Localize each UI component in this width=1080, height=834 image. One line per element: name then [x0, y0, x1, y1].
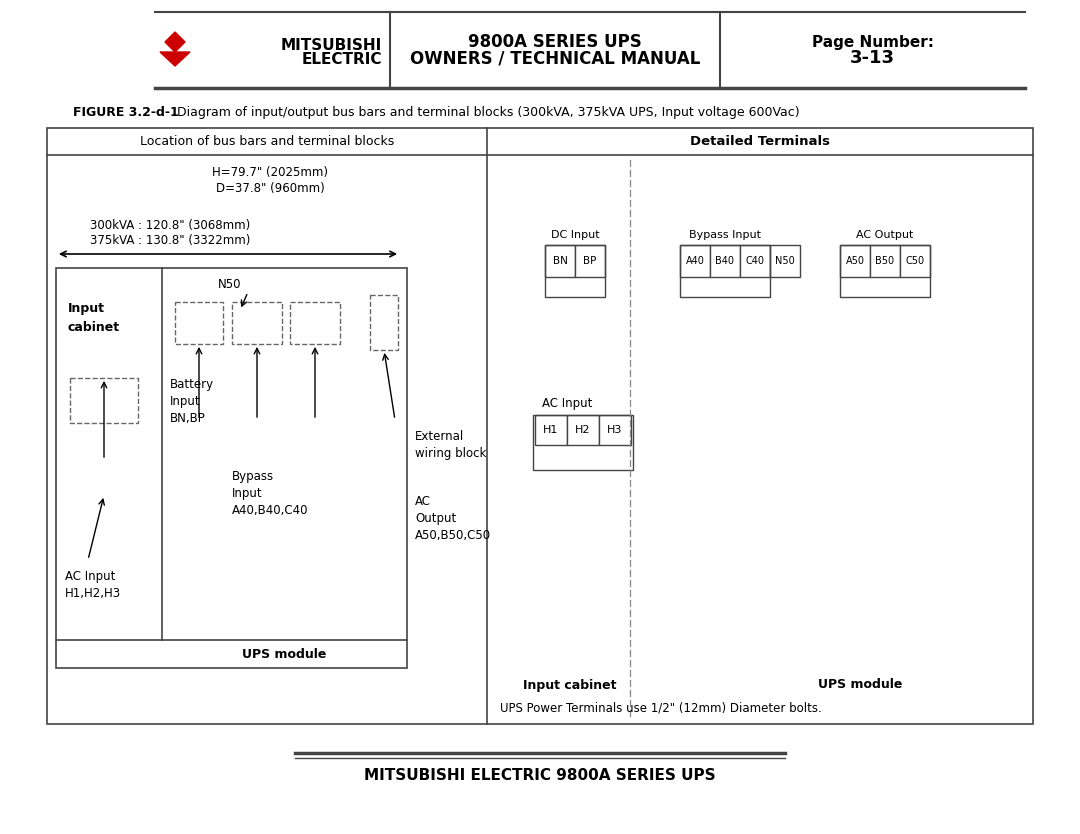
Bar: [599, 415, 631, 445]
Bar: [370, 295, 399, 350]
Text: A40: A40: [686, 256, 704, 266]
Text: FIGURE 3.2-d-1: FIGURE 3.2-d-1: [73, 105, 179, 118]
Text: Bypass Input: Bypass Input: [689, 230, 761, 240]
Text: UPS module: UPS module: [242, 647, 326, 661]
Text: H=79.7" (2025mm): H=79.7" (2025mm): [212, 165, 328, 178]
Text: Detailed Terminals: Detailed Terminals: [690, 135, 831, 148]
Text: Input
cabinet: Input cabinet: [68, 302, 120, 334]
Bar: [710, 245, 740, 277]
Text: MITSUBISHI ELECTRIC 9800A SERIES UPS: MITSUBISHI ELECTRIC 9800A SERIES UPS: [364, 767, 716, 782]
Bar: [48, 128, 1032, 724]
Text: B40: B40: [715, 256, 734, 266]
Bar: [535, 415, 567, 445]
Text: AC Input: AC Input: [542, 397, 592, 410]
Bar: [840, 245, 870, 277]
Text: D=37.8" (960mm): D=37.8" (960mm): [216, 182, 324, 194]
Bar: [740, 245, 770, 277]
Text: External
wiring block: External wiring block: [415, 430, 486, 460]
Text: H1: H1: [543, 425, 558, 435]
Text: B50: B50: [876, 256, 894, 266]
Text: 3-13: 3-13: [850, 49, 895, 67]
Text: C50: C50: [905, 256, 924, 266]
Bar: [56, 268, 407, 668]
Bar: [545, 245, 605, 297]
Text: OWNERS / TECHNICAL MANUAL: OWNERS / TECHNICAL MANUAL: [409, 49, 700, 67]
Bar: [70, 378, 138, 423]
Text: BP: BP: [583, 256, 596, 266]
Text: H2: H2: [576, 425, 591, 435]
Text: MITSUBISHI: MITSUBISHI: [281, 38, 382, 53]
Bar: [680, 245, 770, 297]
Text: AC Output: AC Output: [856, 230, 914, 240]
Bar: [175, 302, 222, 344]
Bar: [870, 245, 900, 277]
Text: Page Number:: Page Number:: [811, 34, 933, 49]
Bar: [291, 302, 340, 344]
Text: AC
Output
A50,B50,C50: AC Output A50,B50,C50: [415, 495, 491, 542]
Bar: [545, 245, 575, 277]
Text: Input cabinet: Input cabinet: [523, 679, 617, 691]
Text: UPS Power Terminals use 1/2" (12mm) Diameter bolts.: UPS Power Terminals use 1/2" (12mm) Diam…: [500, 701, 822, 715]
Text: C40: C40: [745, 256, 765, 266]
Text: N50: N50: [775, 256, 795, 266]
Text: 300kVA : 120.8" (3068mm): 300kVA : 120.8" (3068mm): [90, 219, 251, 232]
Bar: [567, 415, 599, 445]
Text: ELECTRIC: ELECTRIC: [301, 52, 382, 67]
Text: 375kVA : 130.8" (3322mm): 375kVA : 130.8" (3322mm): [90, 234, 251, 247]
Bar: [840, 245, 930, 297]
Text: 9800A SERIES UPS: 9800A SERIES UPS: [468, 33, 642, 51]
Bar: [534, 415, 633, 470]
Text: Bypass
Input
A40,B40,C40: Bypass Input A40,B40,C40: [232, 470, 309, 517]
Text: Battery
Input
BN,BP: Battery Input BN,BP: [170, 378, 214, 425]
Bar: [680, 245, 710, 277]
Text: BN: BN: [553, 256, 567, 266]
Text: Location of bus bars and terminal blocks: Location of bus bars and terminal blocks: [140, 135, 394, 148]
Text: N50: N50: [218, 279, 242, 292]
Text: Diagram of input/output bus bars and terminal blocks (300kVA, 375kVA UPS, Input : Diagram of input/output bus bars and ter…: [165, 105, 799, 118]
Text: A50: A50: [846, 256, 864, 266]
Bar: [900, 245, 930, 277]
Polygon shape: [165, 32, 185, 52]
Text: AC Input
H1,H2,H3: AC Input H1,H2,H3: [65, 570, 121, 600]
Bar: [575, 245, 605, 277]
Text: H3: H3: [607, 425, 623, 435]
Bar: [770, 245, 800, 277]
Text: UPS module: UPS module: [818, 679, 902, 691]
Bar: [232, 302, 282, 344]
Text: DC Input: DC Input: [551, 230, 599, 240]
Polygon shape: [160, 52, 190, 66]
